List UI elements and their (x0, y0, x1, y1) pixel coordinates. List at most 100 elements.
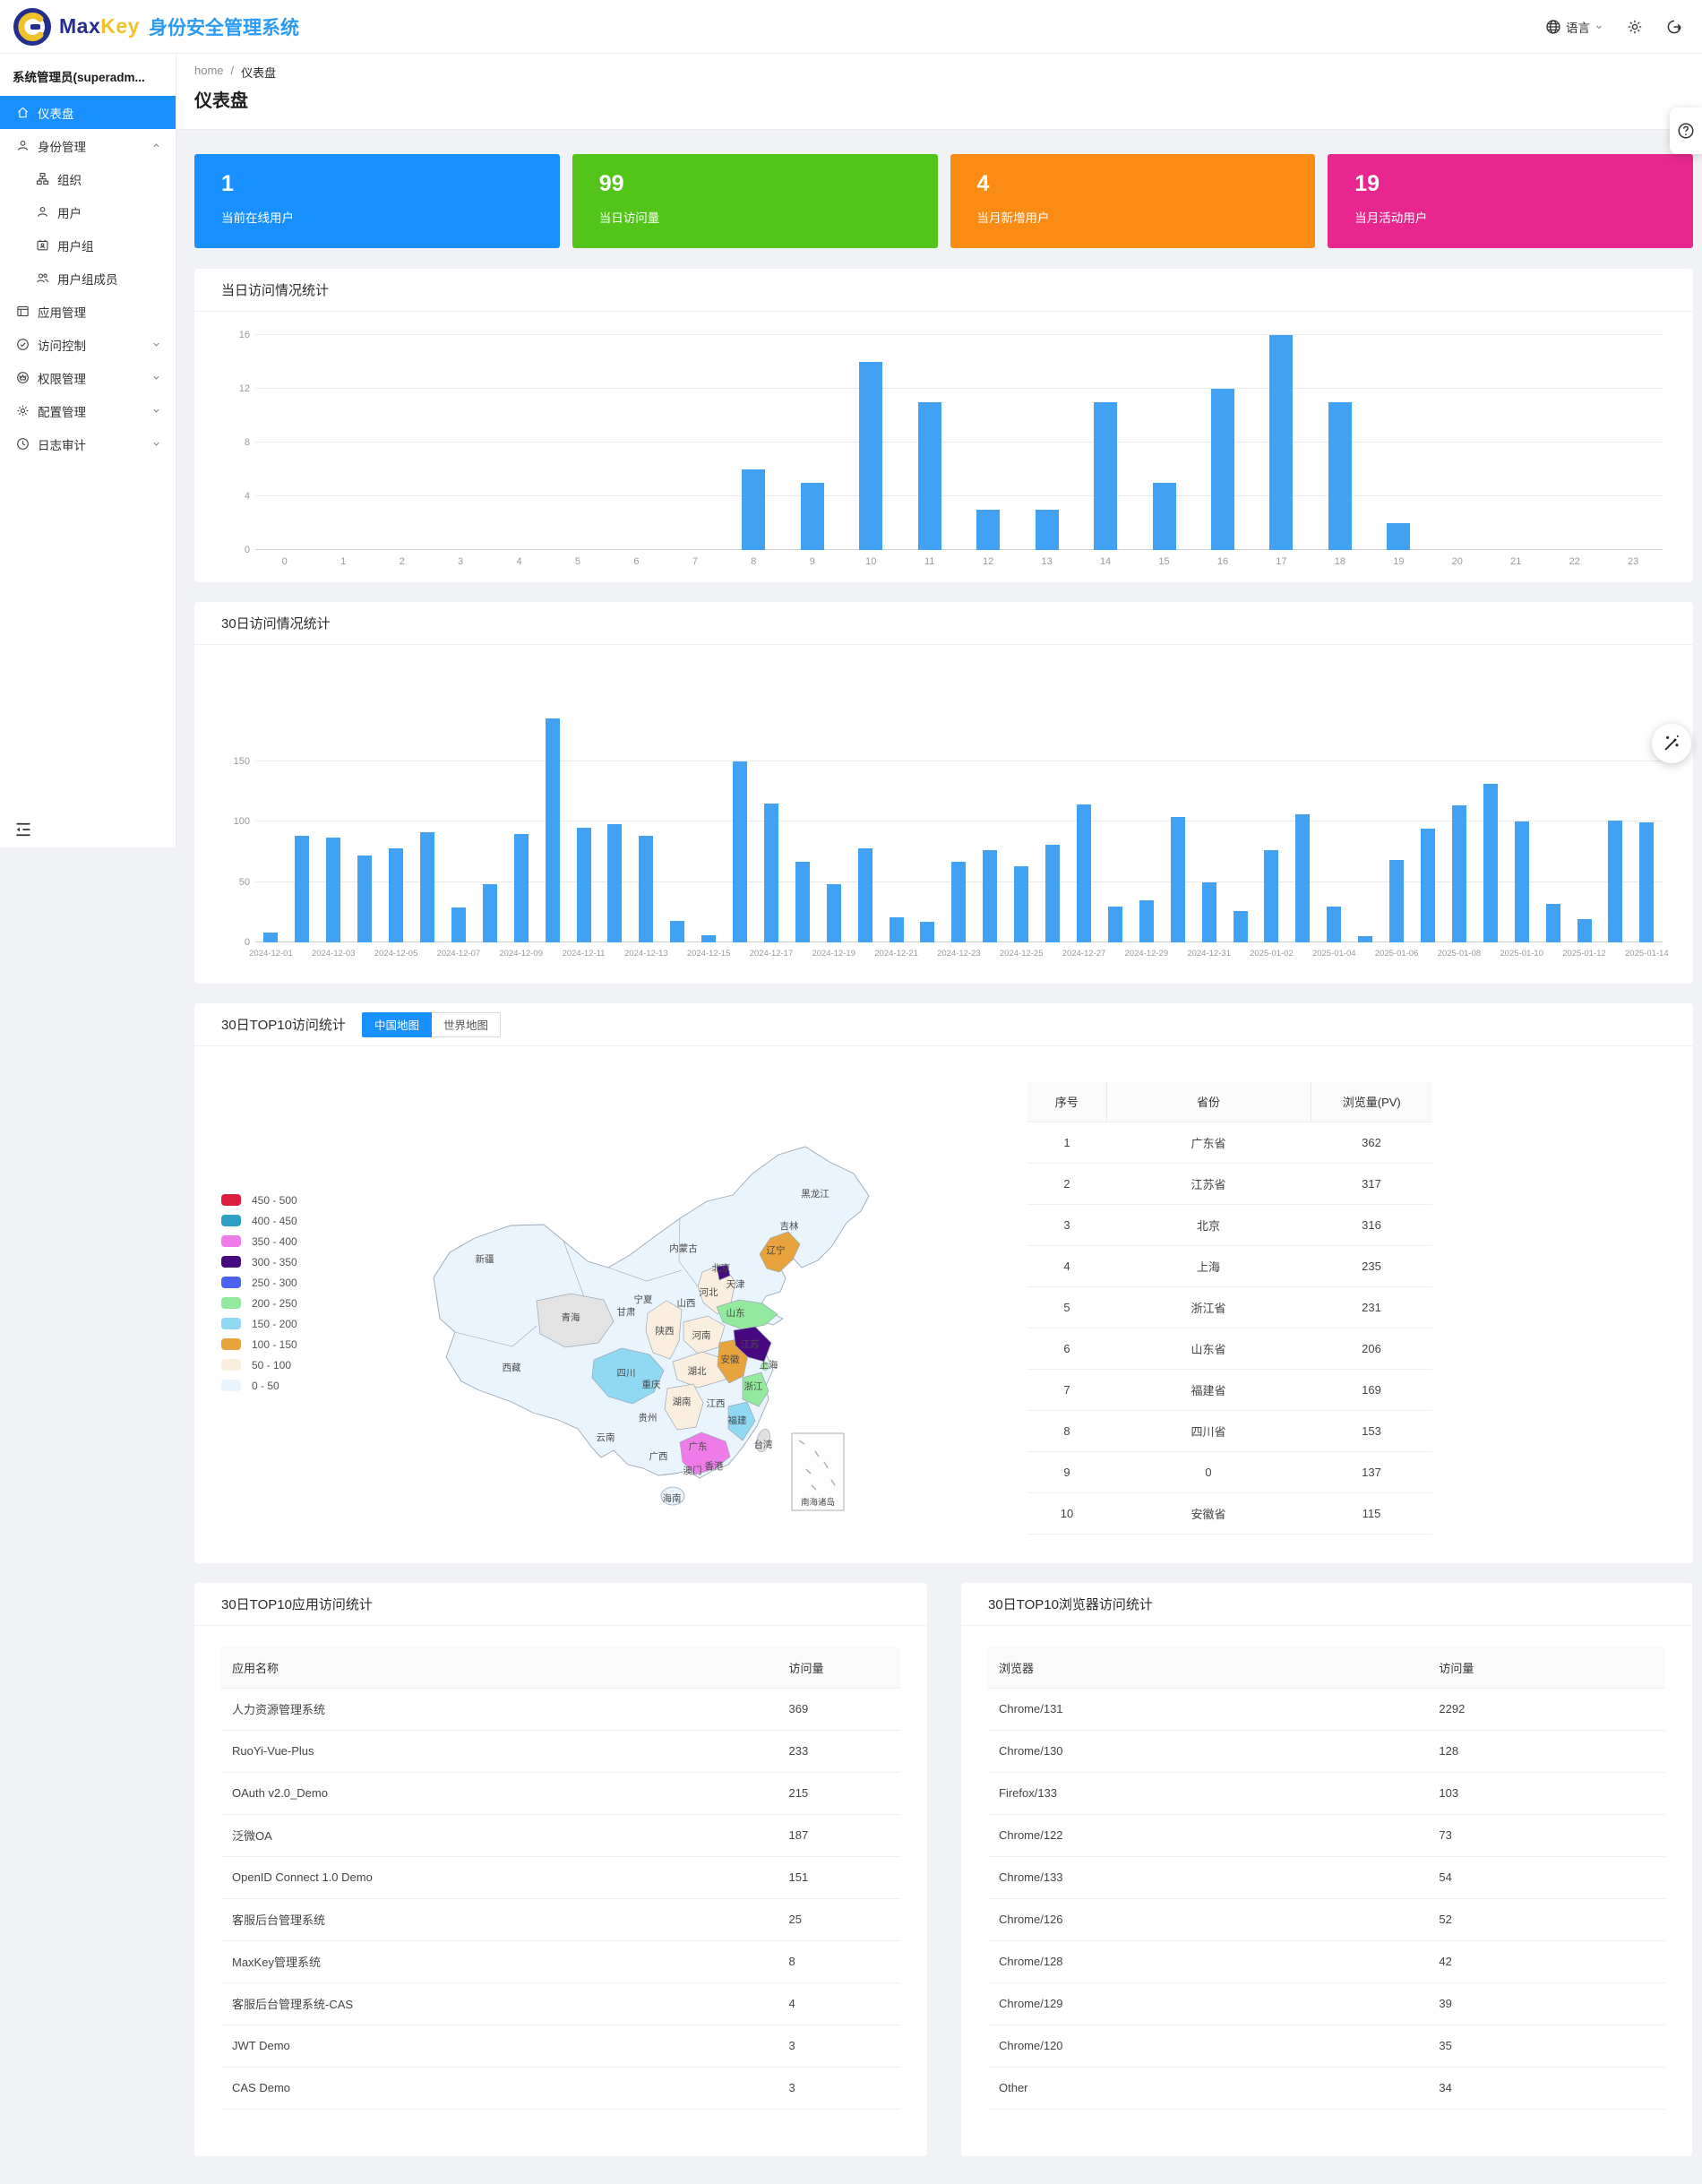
sidebar-item-访问控制[interactable]: 访问控制 (0, 328, 176, 361)
sidebar-item-身份管理[interactable]: 身份管理 (0, 129, 176, 162)
bar-slot: 9 (783, 335, 841, 567)
bar-slot: 4 (490, 335, 548, 567)
map-label: 安徽 (721, 1354, 740, 1365)
bar (1451, 805, 1466, 942)
bar (1233, 910, 1248, 942)
sidebar-item-仪表盘[interactable]: 仪表盘 (0, 96, 176, 129)
settings-gear-icon[interactable] (1627, 19, 1643, 35)
daily-visits-panel: 30日访问情况统计 0 50 100 150 2024-12-01 2024-12-03 2… (194, 602, 1693, 984)
map-label: 辽宁 (767, 1244, 786, 1256)
bar (983, 850, 998, 942)
maxkey-logo-icon (13, 7, 51, 46)
table-row: 6 山东省 206 (1027, 1328, 1432, 1370)
table-cell: 上海 (1106, 1245, 1311, 1287)
bar (1045, 844, 1061, 942)
sidebar-item-权限管理[interactable]: 权限管理 (0, 361, 176, 394)
table-cell: Chrome/122 (988, 1814, 1429, 1857)
province-湖北 (672, 1351, 731, 1389)
map-label: 河北 (700, 1287, 718, 1298)
bar-slot: 2025-01-14 (1625, 665, 1669, 959)
table-row: Chrome/126 52 (988, 1898, 1665, 1941)
x-tick-label: 2025-01-08 (1437, 949, 1482, 959)
bar (920, 922, 935, 942)
map-label: 江苏 (741, 1338, 760, 1350)
members-icon (37, 273, 48, 283)
table-cell: 128 (1428, 1730, 1665, 1773)
province-河南 (683, 1315, 726, 1354)
table-row: 7 福建省 169 (1027, 1369, 1432, 1411)
bar (1387, 523, 1411, 550)
x-tick-label: 22 (1569, 556, 1580, 567)
language-menu[interactable]: 语言 (1545, 18, 1603, 36)
table-row: MaxKey管理系统 8 (221, 1940, 900, 1983)
inset-islands (811, 1484, 817, 1491)
bar (576, 827, 591, 942)
x-tick-label: 2 (399, 556, 405, 567)
table-row: Firefox/133 103 (988, 1772, 1665, 1815)
question-circle-icon (1678, 123, 1694, 139)
column-header: 序号 (1027, 1082, 1106, 1122)
bar (857, 847, 872, 942)
top10-apps-panel: 30日TOP10应用访问统计 应用名称 访问量 人力资源管理系统 369 RuoYi-… (194, 1583, 927, 2156)
bar-slot (975, 665, 1006, 942)
bar (545, 718, 560, 942)
logout-icon[interactable] (1666, 19, 1682, 35)
bar (639, 836, 654, 942)
x-tick-label: 8 (751, 556, 757, 567)
table-cell: 153 (1311, 1410, 1432, 1452)
table-row: RuoYi-Vue-Plus 233 (221, 1730, 900, 1773)
y-tick-label: 0 (244, 545, 250, 555)
wand-float-button[interactable] (1652, 724, 1691, 763)
table-row: Chrome/131 2292 (988, 1688, 1665, 1731)
legend-range-label: 400 - 450 (252, 1214, 297, 1227)
daily-visits-chart: 0 50 100 150 2024-12-01 2024-12-03 2024-12-05 2… (234, 665, 1669, 959)
bar-slot: 1 (314, 335, 372, 567)
table-cell: 73 (1428, 1814, 1665, 1857)
sidebar-item-配置管理[interactable]: 配置管理 (0, 394, 176, 427)
y-tick-label: 8 (244, 437, 250, 448)
table-cell: 231 (1311, 1286, 1432, 1328)
help-float-button[interactable] (1670, 107, 1702, 154)
inset-islands (823, 1461, 829, 1469)
sidebar-item-用户组成员[interactable]: 用户组成员 (0, 262, 176, 295)
table-cell: 137 (1311, 1451, 1432, 1493)
legend-item: 100 - 150 (221, 1334, 297, 1354)
x-tick-label: 2024-12-27 (1062, 949, 1106, 959)
breadcrumb-current: 仪表盘 (241, 66, 277, 80)
bar (917, 402, 941, 550)
sidebar-item-用户[interactable]: 用户 (0, 195, 176, 228)
sidebar-item-组织[interactable]: 组织 (0, 162, 176, 195)
table-cell: 北京 (1106, 1204, 1311, 1246)
table-cell: 3 (1027, 1204, 1106, 1246)
sidebar-item-label: 日志审计 (38, 438, 86, 452)
sidebar-item-用户组[interactable]: 用户组 (0, 228, 176, 262)
menu-fold-icon[interactable] (14, 821, 32, 838)
bar (1210, 389, 1234, 550)
stat-value: 4 (976, 171, 990, 196)
gridline (255, 388, 1663, 389)
x-tick-label: 14 (1099, 556, 1112, 567)
bar-slot: 2024-12-13 (624, 665, 668, 959)
table-cell: 人力资源管理系统 (221, 1688, 778, 1731)
sidebar-item-应用管理[interactable]: 应用管理 (0, 295, 176, 328)
bar (1639, 822, 1655, 942)
table-cell: CAS Demo (221, 2067, 778, 2110)
table-cell: 8 (778, 1940, 900, 1983)
map-label: 西藏 (503, 1363, 521, 1373)
table-row: 泛微OA 187 (221, 1814, 900, 1857)
main-content: 1 当前在线用户 99 当日访问量 4 当月新增用户 19 当月活动用户 当日访问情况统计 0… (176, 130, 1702, 2184)
table-row: 人力资源管理系统 369 (221, 1688, 900, 1731)
bar-slot: 2024-12-11 (563, 665, 605, 959)
person-icon (18, 140, 28, 150)
map-label: 内蒙古 (669, 1242, 698, 1254)
stat-label: 当日访问量 (598, 211, 660, 225)
sidebar-item-日志审计[interactable]: 日志审计 (0, 427, 176, 460)
breadcrumb-home[interactable]: home (194, 64, 224, 77)
map-tab-中国地图[interactable]: 中国地图 (361, 1011, 432, 1037)
bar-slot: 10 (842, 335, 900, 567)
x-tick-label: 2024-12-07 (436, 949, 481, 959)
map-tab-世界地图[interactable]: 世界地图 (431, 1011, 501, 1037)
daily-visits-title: 30日访问情况统计 (194, 602, 1693, 645)
bar (1577, 919, 1592, 942)
